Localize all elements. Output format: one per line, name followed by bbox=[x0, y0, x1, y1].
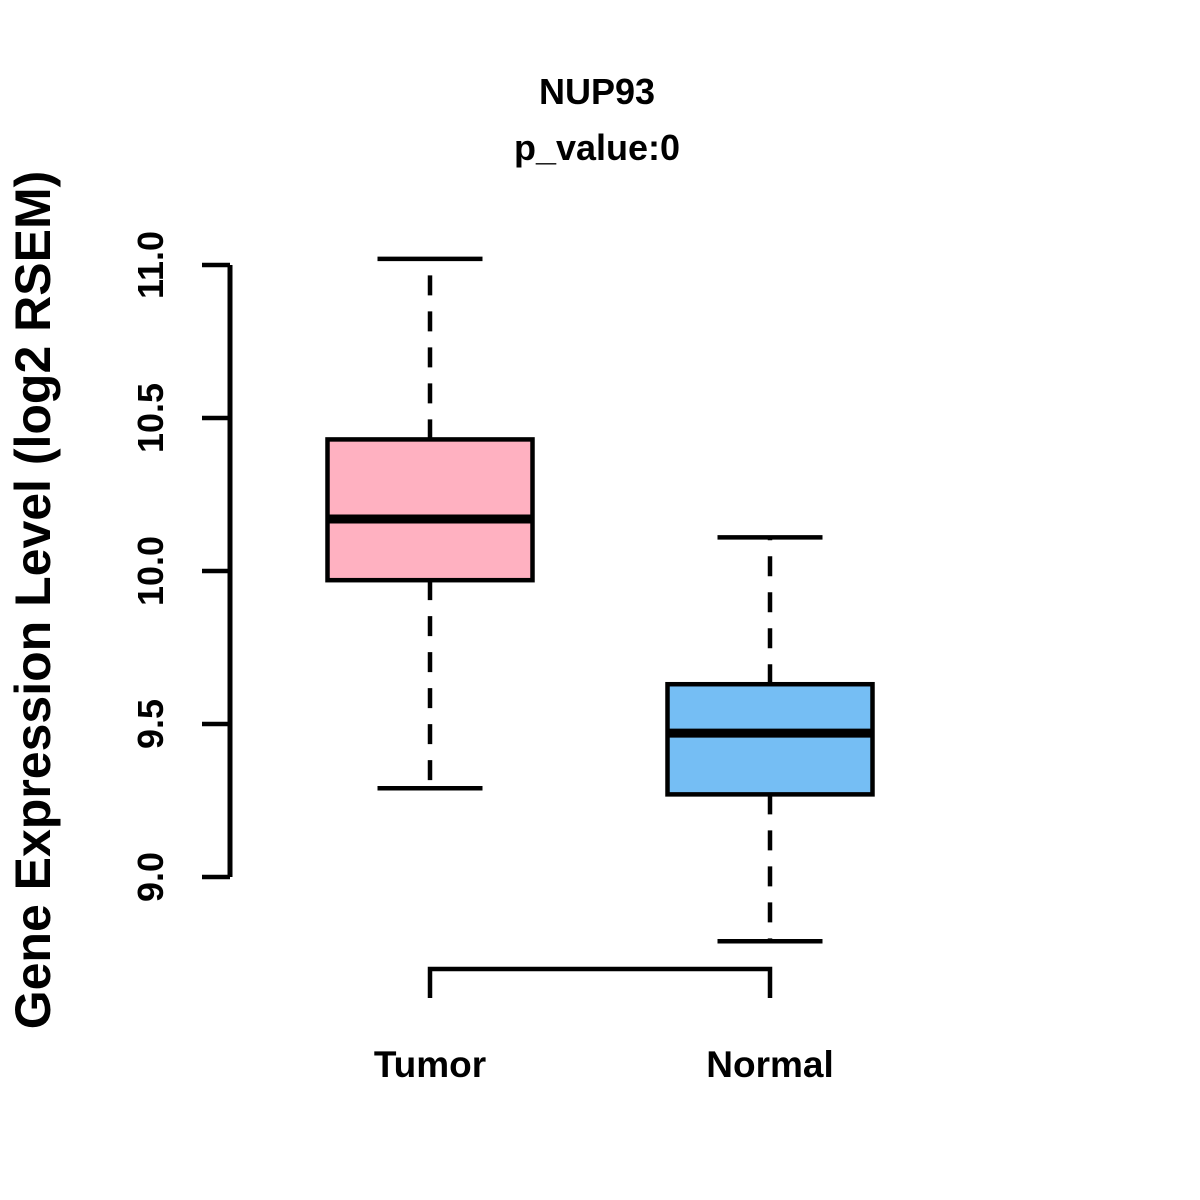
chart-subtitle: p_value:0 bbox=[513, 127, 681, 168]
normal-box bbox=[665, 681, 875, 797]
group-label-normal: Normal bbox=[706, 1044, 833, 1085]
chart-title-block: NUP93 p_value:0 bbox=[514, 64, 680, 176]
x-axis-bracket bbox=[427, 966, 773, 998]
tumor-box bbox=[325, 437, 535, 583]
y-axis-tick-label: 11.0 bbox=[130, 231, 171, 299]
chart-title: NUP93 bbox=[538, 71, 656, 112]
y-axis-tick-label: 9.5 bbox=[130, 699, 171, 749]
group-label-tumor: Tumor bbox=[374, 1044, 486, 1085]
y-axis-tick-label: 9.0 bbox=[130, 852, 171, 902]
y-axis-tick-label: 10.5 bbox=[130, 383, 171, 453]
y-axis-tick-label: 10.0 bbox=[130, 536, 171, 606]
